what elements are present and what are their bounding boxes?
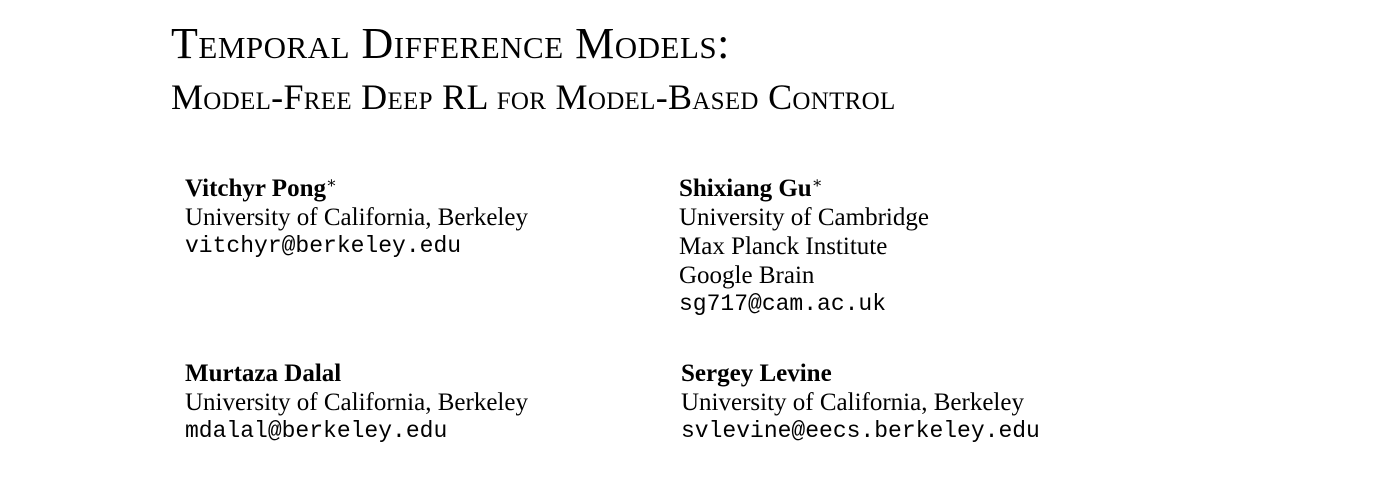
author-email[interactable]: svlevine@eecs.berkeley.edu: [681, 418, 1040, 444]
author-affiliation: University of California, Berkeley: [185, 389, 528, 416]
author-affiliation: University of California, Berkeley: [681, 389, 1024, 416]
author-block: Shixiang Gu∗ University of Cambridge Max…: [679, 169, 929, 319]
paper-title-line-1: Temporal Difference Models:: [171, 19, 730, 68]
author-email[interactable]: sg717@cam.ac.uk: [679, 291, 887, 317]
equal-contribution-mark: ∗: [325, 175, 337, 192]
author-name-text: Vitchyr Pong: [185, 175, 326, 202]
author-affiliation: Max Planck Institute: [679, 233, 888, 260]
author-name: Shixiang Gu∗: [679, 169, 929, 203]
author-name-text: Shixiang Gu: [679, 175, 812, 202]
author-name: Sergey Levine: [681, 359, 1040, 388]
author-affiliation: University of California, Berkeley: [185, 204, 528, 231]
author-name-text: Sergey Levine: [681, 360, 832, 387]
author-name-text: Murtaza Dalal: [185, 360, 342, 387]
paper-title-line-2: Model-Free Deep RL for Model-Based Contr…: [171, 77, 896, 117]
author-block: Murtaza Dalal University of California, …: [185, 359, 528, 446]
author-affiliation: University of Cambridge: [679, 204, 929, 231]
equal-contribution-mark: ∗: [811, 175, 823, 192]
author-affiliation: Google Brain: [679, 262, 815, 289]
author-email[interactable]: mdalal@berkeley.edu: [185, 418, 448, 444]
author-block: Sergey Levine University of California, …: [681, 359, 1040, 446]
author-name: Vitchyr Pong∗: [185, 169, 528, 203]
author-block: Vitchyr Pong∗ University of California, …: [185, 169, 528, 261]
author-email[interactable]: vitchyr@berkeley.edu: [185, 233, 462, 259]
author-name: Murtaza Dalal: [185, 359, 528, 388]
